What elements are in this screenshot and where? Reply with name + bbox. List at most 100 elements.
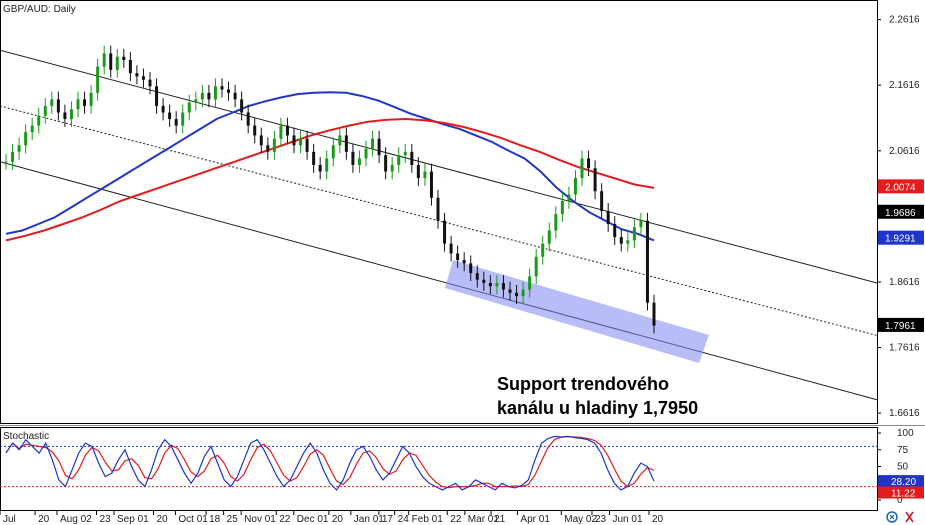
candle-body bbox=[351, 151, 355, 165]
candle-body bbox=[331, 145, 335, 159]
x-tick-label: Jul bbox=[3, 514, 16, 525]
candle-body bbox=[541, 243, 545, 257]
candle-body bbox=[436, 197, 440, 221]
candle-body bbox=[364, 148, 368, 159]
candle-body bbox=[416, 164, 420, 179]
candle-body bbox=[89, 92, 93, 106]
candle-body bbox=[593, 168, 597, 192]
candle-body bbox=[403, 151, 407, 156]
candle-body bbox=[76, 99, 80, 110]
candle-body bbox=[639, 220, 643, 228]
candle-body bbox=[141, 76, 145, 80]
candle-body bbox=[449, 243, 453, 254]
candle-body bbox=[115, 56, 119, 70]
candle-body bbox=[495, 283, 499, 287]
stochastic-title: Stochastic bbox=[3, 431, 49, 442]
x-tick-label: Jun 01 bbox=[613, 514, 643, 525]
price-tag-box bbox=[878, 317, 924, 332]
candle-body bbox=[213, 86, 217, 100]
candle-body bbox=[338, 135, 342, 146]
candle-body bbox=[580, 158, 584, 179]
x-tick-label: Mar 01 bbox=[468, 514, 500, 525]
price-tick-label: 1.7616 bbox=[889, 343, 920, 354]
close-icon[interactable] bbox=[905, 511, 914, 523]
candle-body bbox=[554, 214, 558, 231]
candle-body bbox=[155, 86, 159, 106]
candle-body bbox=[573, 178, 577, 195]
candle-body bbox=[508, 289, 512, 293]
x-tick-label: May 02 bbox=[564, 514, 597, 525]
x-tick-label: Dec 01 bbox=[297, 514, 329, 525]
candle-body bbox=[246, 112, 250, 126]
chart-title: GBP/AUD: Daily bbox=[3, 4, 76, 15]
x-tick-label: Oct 01 bbox=[178, 514, 208, 525]
candle-body bbox=[305, 138, 309, 152]
price-tag-box bbox=[878, 179, 924, 194]
x-tick-label: 22 bbox=[279, 514, 291, 525]
x-tick-label: Nov 01 bbox=[244, 514, 276, 525]
candle-body bbox=[135, 73, 139, 77]
stoch-d-tag-label: 11.22 bbox=[891, 488, 916, 499]
x-tick-label: Jan 01 bbox=[354, 514, 384, 525]
candle-body bbox=[43, 105, 47, 116]
stoch-tick-label: 100 bbox=[897, 428, 914, 439]
candle-body bbox=[69, 109, 73, 120]
candle-body bbox=[547, 230, 551, 244]
candle-body bbox=[501, 283, 505, 290]
candle-body bbox=[83, 99, 87, 106]
price-tag-label: 2.0074 bbox=[885, 182, 916, 193]
candle-body bbox=[587, 158, 591, 169]
annotation-line-2: kanálu u hladiny 1,7950 bbox=[497, 398, 698, 418]
candle-body bbox=[128, 60, 132, 74]
annotation-line-1: Support trendového bbox=[497, 374, 669, 394]
x-tick-label: 18 bbox=[209, 514, 221, 525]
candle-body bbox=[469, 263, 473, 274]
candle-body bbox=[488, 283, 492, 287]
candle-body bbox=[528, 276, 532, 290]
candle-body bbox=[312, 151, 316, 165]
channel-upper-line bbox=[0, 49, 878, 284]
candle-body bbox=[645, 220, 649, 303]
candle-body bbox=[194, 99, 198, 103]
candle-body bbox=[279, 125, 283, 139]
candle-body bbox=[371, 138, 375, 149]
candle-body bbox=[122, 56, 126, 61]
stochastic-panel bbox=[0, 427, 878, 511]
candle-body bbox=[285, 125, 289, 136]
price-tag-box bbox=[878, 204, 924, 219]
candle-body bbox=[11, 151, 15, 162]
candle-body bbox=[174, 119, 178, 126]
candle-body bbox=[96, 66, 100, 93]
stoch-tick-label: 0 bbox=[897, 495, 903, 506]
stoch-tick-label: 75 bbox=[897, 445, 909, 456]
candle-body bbox=[30, 125, 34, 133]
stoch-tick-label: 50 bbox=[897, 462, 909, 473]
candle-body bbox=[187, 102, 191, 113]
candle-body bbox=[357, 158, 361, 165]
candle-body bbox=[233, 92, 237, 100]
candle-body bbox=[148, 79, 152, 87]
price-tag-label: 1.7961 bbox=[885, 321, 916, 332]
moving-average-blue-line bbox=[5, 91, 655, 242]
stoch-k-tag-box bbox=[878, 475, 924, 488]
candle-body bbox=[521, 289, 525, 297]
candle-body bbox=[423, 171, 427, 179]
x-tick-label: Sep 01 bbox=[117, 514, 149, 525]
candle-body bbox=[462, 260, 466, 264]
stoch-k-tag-label: 28.20 bbox=[891, 477, 916, 488]
x-tick-label: 24 bbox=[398, 514, 410, 525]
x-tick-label: 23 bbox=[595, 514, 607, 525]
price-tick-label: 2.2616 bbox=[889, 15, 920, 26]
stoch-k-line bbox=[5, 435, 655, 491]
price-tag-label: 1.9291 bbox=[885, 234, 916, 245]
candle-body bbox=[259, 135, 263, 146]
candle-body bbox=[56, 99, 60, 113]
x-tick-label: 25 bbox=[227, 514, 239, 525]
sync-icon[interactable] bbox=[886, 511, 898, 523]
candle-body bbox=[626, 240, 630, 244]
price-tick-label: 1.8616 bbox=[889, 277, 920, 288]
candle-body bbox=[344, 135, 348, 152]
x-tick-label: 20 bbox=[38, 514, 50, 525]
candle-body bbox=[652, 302, 656, 326]
